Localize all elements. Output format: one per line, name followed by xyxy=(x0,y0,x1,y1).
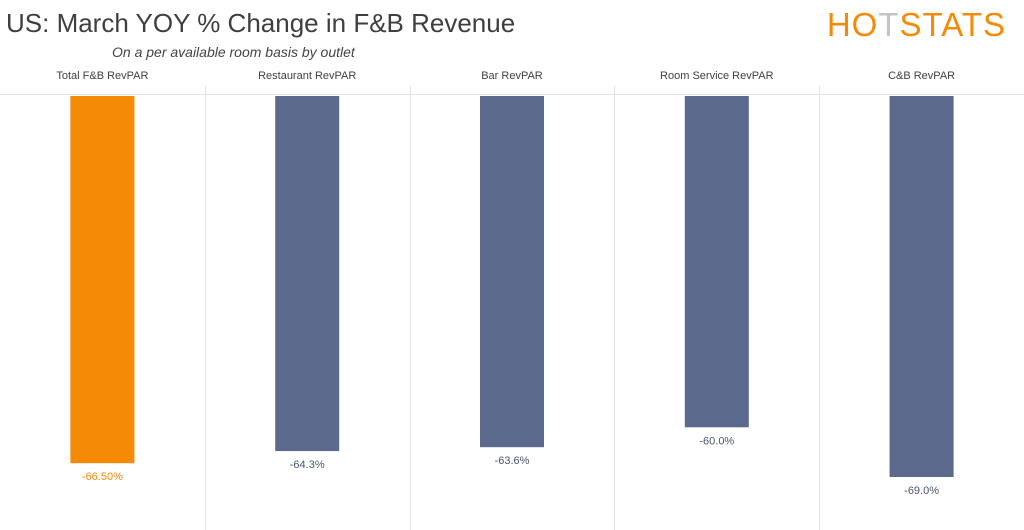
data-label: -63.6% xyxy=(495,455,530,467)
category-label: Bar RevPAR xyxy=(481,70,543,82)
bar xyxy=(275,96,340,452)
logo-letter: T xyxy=(922,6,942,43)
bar xyxy=(684,96,749,428)
chart-title: US: March YOY % Change in F&B Revenue xyxy=(6,8,516,38)
logo-letter: S xyxy=(899,6,923,43)
logo-letter: T xyxy=(878,6,900,43)
logo-letter: T xyxy=(961,6,983,43)
bar xyxy=(889,96,954,477)
category-label: Total F&B RevPAR xyxy=(56,70,148,82)
data-label: -66.50% xyxy=(82,471,123,483)
logo-letter: H xyxy=(826,6,852,43)
category-label: C&B RevPAR xyxy=(888,70,955,82)
logo-letter: O xyxy=(851,6,879,43)
data-label: -60.0% xyxy=(699,435,734,447)
category-label: Restaurant RevPAR xyxy=(258,70,356,82)
data-label: -64.3% xyxy=(290,459,325,471)
data-label: -69.0% xyxy=(904,485,939,497)
logo-letter: A xyxy=(941,6,962,43)
category-label: Room Service RevPAR xyxy=(660,70,774,82)
chart-subtitle: On a per available room basis by outlet xyxy=(112,44,355,60)
bar xyxy=(480,96,544,448)
logo-letter: S xyxy=(982,6,1006,43)
hotstats-logo: HOTSTATS xyxy=(827,6,1006,44)
bar xyxy=(70,96,135,464)
